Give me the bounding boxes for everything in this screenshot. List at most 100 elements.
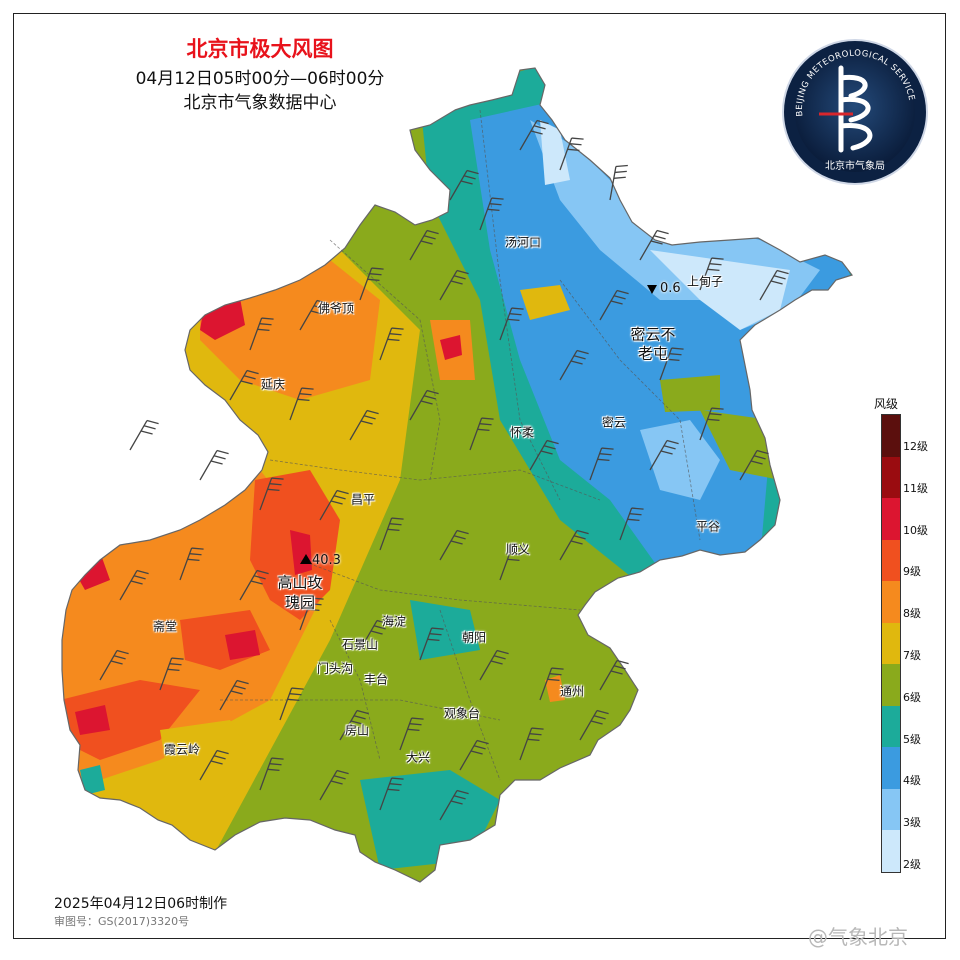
wind-barb-feather <box>549 673 562 676</box>
wind-barb-feather <box>363 415 376 420</box>
wind-barb-feather <box>130 580 143 585</box>
wind-barb-feather <box>491 197 504 200</box>
city-label: 霞云岭 <box>163 742 201 757</box>
wind-barb-feather <box>389 783 402 786</box>
wind-barb-feather <box>773 275 786 280</box>
wind-barb-feather <box>110 660 123 665</box>
wind-barb-feather <box>531 727 544 730</box>
wind-barb-feather <box>753 455 766 460</box>
legend-swatch <box>882 747 900 789</box>
wind-barb-feather <box>431 627 444 630</box>
wind-barb-feather <box>213 455 226 460</box>
legend-swatch <box>882 581 900 623</box>
min-marker-icon <box>647 285 657 294</box>
wind-barb-feather <box>389 523 402 526</box>
wind-barb-feather <box>210 760 223 765</box>
wind-barb-feather <box>527 738 540 742</box>
wind-barb-feather <box>389 333 402 336</box>
wind-barb-feather <box>551 667 564 670</box>
wind-barb-feather <box>597 458 610 462</box>
city-label: 昌平 <box>350 492 376 507</box>
wind-barb-feather <box>369 273 382 276</box>
wind-barb-feather <box>373 625 386 630</box>
wind-barb-feather <box>456 529 469 535</box>
wind-barb-feather <box>309 603 322 606</box>
wind-barb-feather <box>143 425 156 430</box>
wind-barb-feather <box>171 657 184 660</box>
wind-barb-feather <box>546 439 559 445</box>
wind-barb-feather <box>631 507 644 510</box>
wind-barb-feather <box>426 229 439 235</box>
wind-barb-feather <box>243 375 256 380</box>
wind-barb-feather <box>333 495 346 500</box>
logo-bottom-text: 北京市气象局 <box>825 159 885 172</box>
wind-barb-feather <box>529 733 542 736</box>
time-range: 04月12日05时00分—06时00分 <box>135 69 385 89</box>
wind-barb-feather <box>571 137 584 140</box>
wind-barb-feather <box>493 655 506 660</box>
wind-barb-feather <box>310 310 323 315</box>
wind-barb-feather <box>570 540 583 545</box>
wind-barb-feather <box>420 400 433 405</box>
city-label: 密云不 <box>630 325 676 344</box>
wind-barb-feather <box>391 327 404 330</box>
wind-barb-feather <box>613 665 626 670</box>
wind-barb-feather <box>450 280 463 285</box>
wind-barb-feather <box>610 300 623 305</box>
wind-barb-feather <box>116 649 129 655</box>
wind-barb-feather <box>540 450 553 455</box>
city-label: 怀柔 <box>509 425 535 440</box>
wind-barb-feather <box>573 355 586 360</box>
wind-barb-feather <box>387 788 400 792</box>
wind-barb-feather <box>253 575 266 580</box>
legend-swatch <box>882 415 900 457</box>
city-label: 海淀 <box>381 614 407 629</box>
wind-barb-feather <box>336 769 349 775</box>
wind-barb-feather <box>614 170 627 174</box>
wind-barb-feather <box>261 317 274 320</box>
legend-label: 11级 <box>903 481 928 495</box>
city-label: 顺义 <box>505 542 531 557</box>
legend-label: 2级 <box>903 858 921 871</box>
wind-barb-feather <box>297 398 310 402</box>
wind-barb-feather <box>376 619 389 625</box>
wind-barb-feather <box>711 407 724 410</box>
wind-barb-feather <box>533 125 546 130</box>
legend-swatch <box>882 788 900 830</box>
wind-barb-feather <box>350 720 363 725</box>
wind-barb-feather <box>616 289 629 295</box>
wind-barb-feather <box>391 777 404 780</box>
wind-barb-feather <box>477 428 490 432</box>
wind-barb-feather <box>366 409 379 415</box>
wind-barb-feather <box>547 678 560 682</box>
legend-swatch <box>882 456 900 498</box>
wind-barb-feather <box>391 517 404 520</box>
wind-barb-feather <box>311 597 324 600</box>
wind-barb-feather <box>259 323 272 326</box>
wind-barb-feather <box>650 240 663 245</box>
wind-barb-feather <box>269 483 282 486</box>
legend-swatch <box>882 664 900 706</box>
wind-barb-feather <box>507 318 520 322</box>
city-label: 佛爷顶 <box>317 301 355 316</box>
wind-barb-feather <box>287 698 300 702</box>
legend-title: 风级 <box>874 397 899 411</box>
wind-barb-feather <box>330 780 343 785</box>
made-timestamp: 2025年04月12日06时制作 <box>54 896 228 912</box>
city-label: 朝阳 <box>461 630 487 645</box>
wind-barb-feather <box>596 709 609 715</box>
wind-barb-feather <box>450 800 463 805</box>
wind-barb-feather <box>489 203 502 206</box>
wind-barb-feather <box>371 267 384 270</box>
legend-label: 9级 <box>903 565 921 579</box>
legend-colorbar <box>881 414 901 873</box>
wind-barb-feather <box>711 257 724 260</box>
max-wind-value: 40.3 <box>312 553 341 568</box>
max-marker-icon <box>300 554 312 564</box>
city-label: 通州 <box>559 684 585 699</box>
wind-barb-feather <box>409 723 422 726</box>
legend-swatch <box>882 622 900 664</box>
wind-barb-feather <box>336 489 349 495</box>
wind-barb-feather <box>267 768 280 772</box>
wind-barb-feather <box>367 278 380 282</box>
